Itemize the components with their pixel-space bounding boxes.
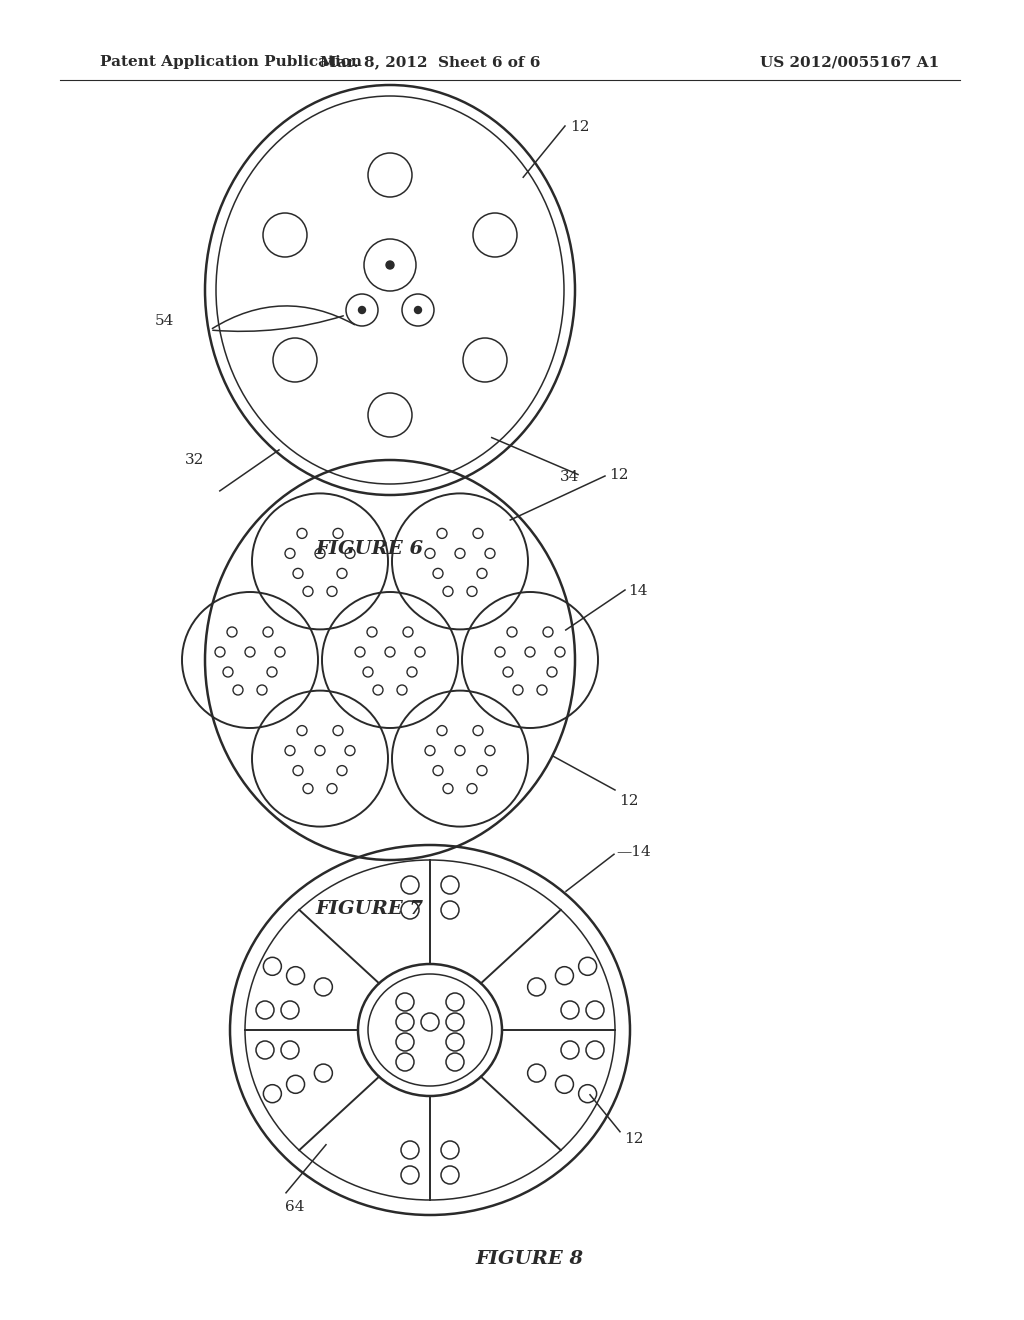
Text: 34: 34 <box>560 470 580 483</box>
Circle shape <box>358 306 366 314</box>
Text: 32: 32 <box>185 453 205 467</box>
Text: 14: 14 <box>628 583 647 598</box>
Text: FIGURE 6: FIGURE 6 <box>316 540 424 558</box>
Text: —14: —14 <box>616 845 650 859</box>
Text: US 2012/0055167 A1: US 2012/0055167 A1 <box>760 55 939 69</box>
Text: 64: 64 <box>285 1200 304 1214</box>
Circle shape <box>415 306 422 314</box>
Text: FIGURE 8: FIGURE 8 <box>476 1250 584 1269</box>
Text: 12: 12 <box>570 120 590 133</box>
Text: FIGURE 7: FIGURE 7 <box>316 900 424 917</box>
Text: 12: 12 <box>618 795 639 808</box>
Text: 54: 54 <box>155 314 174 327</box>
Text: Patent Application Publication: Patent Application Publication <box>100 55 362 69</box>
Text: 12: 12 <box>624 1131 643 1146</box>
Circle shape <box>386 261 394 269</box>
Text: 12: 12 <box>609 469 629 482</box>
Text: Mar. 8, 2012  Sheet 6 of 6: Mar. 8, 2012 Sheet 6 of 6 <box>319 55 541 69</box>
